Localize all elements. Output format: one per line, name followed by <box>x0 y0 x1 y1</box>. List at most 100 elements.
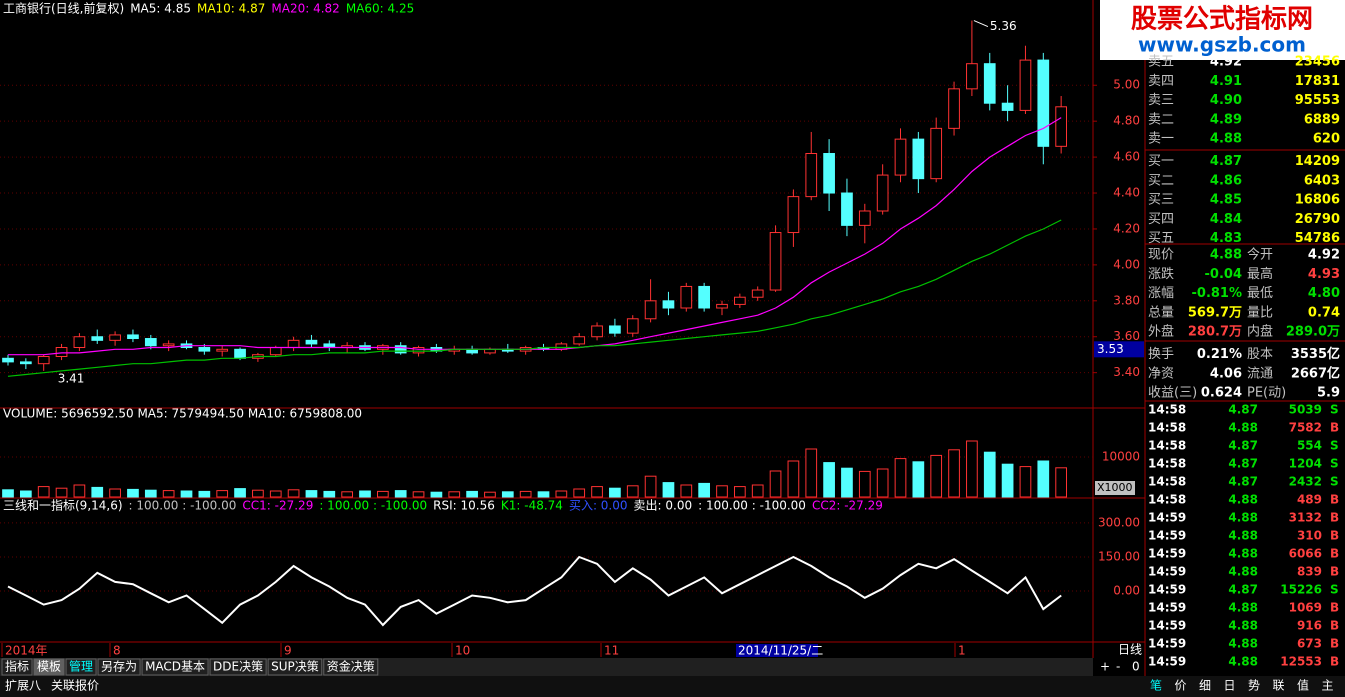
candle-body <box>751 289 764 298</box>
volume-bar <box>644 475 657 498</box>
quote-value: 280.7万 <box>1188 325 1242 340</box>
book-price: 4.88 <box>1210 132 1242 147</box>
volume-bar <box>751 484 764 498</box>
volume-bar <box>805 448 818 498</box>
chart-title: 工商银行(日线,前复权) <box>3 1 124 16</box>
cursor-box <box>1094 341 1144 358</box>
quote-label: 现价 <box>1148 248 1174 263</box>
tab-frame[interactable] <box>1 658 33 676</box>
ma-legend: MA20: 4.82 <box>271 2 339 16</box>
quote-label: 总量 <box>1148 305 1174 320</box>
trade-price: 4.87 <box>1228 439 1258 453</box>
panel-tab[interactable]: 细 <box>1199 679 1211 693</box>
tab-frame[interactable] <box>33 658 65 676</box>
candle-body <box>698 285 711 309</box>
trade-flag: B <box>1330 601 1339 615</box>
trade-flag: S <box>1330 475 1339 489</box>
tab[interactable]: 模板 <box>37 660 61 674</box>
tab-frame[interactable] <box>209 658 267 676</box>
volume-bar <box>733 486 746 498</box>
quote-value: 4.80 <box>1308 286 1340 301</box>
volume-bar <box>1019 466 1032 498</box>
book-price: 4.86 <box>1210 173 1242 188</box>
trade-volume: 12553 <box>1280 655 1322 669</box>
quote-value: 4.88 <box>1210 248 1242 263</box>
panel-tab[interactable]: 联 <box>1273 679 1285 693</box>
y-tick-label: 4.60 <box>1113 150 1140 164</box>
trade-volume: 15226 <box>1280 583 1322 597</box>
x-label: 9 <box>284 644 292 658</box>
quote-label: 最低 <box>1247 286 1273 301</box>
tab-frame[interactable] <box>97 658 141 676</box>
panel-tab[interactable]: 主 <box>1322 679 1334 693</box>
panel-tab[interactable]: 价 <box>1175 679 1187 693</box>
candle-body <box>1001 102 1014 111</box>
quote-value: 569.7万 <box>1188 305 1242 320</box>
volume-bar <box>876 468 889 498</box>
tab[interactable]: 另存为 <box>101 660 137 674</box>
unit-label: X1000 <box>1097 481 1133 494</box>
candle-body <box>19 361 32 365</box>
zoom-control[interactable]: - <box>1116 660 1120 674</box>
candle-body <box>787 196 800 234</box>
candle-body <box>1055 106 1068 147</box>
trade-price: 4.88 <box>1228 511 1258 525</box>
trade-volume: 6066 <box>1289 547 1322 561</box>
trade-flag: B <box>1330 511 1339 525</box>
zoom-control[interactable]: 0 <box>1132 660 1140 674</box>
book-label: 卖一 <box>1148 132 1174 147</box>
quote-label: PE(动) <box>1247 386 1286 401</box>
tab[interactable]: 指标 <box>5 659 29 674</box>
y-tick-label: 0.00 <box>1113 583 1140 597</box>
panel-tab[interactable]: 值 <box>1297 678 1309 693</box>
trade-price: 4.88 <box>1228 529 1258 543</box>
panel-tab[interactable]: 笔 <box>1150 678 1162 693</box>
trade-volume: 1069 <box>1289 601 1322 615</box>
candle-body <box>644 300 657 320</box>
tab-frame[interactable] <box>323 658 379 676</box>
zoom-control[interactable]: + <box>1100 660 1110 674</box>
volume-bar <box>912 461 925 498</box>
tab-frame[interactable] <box>267 658 323 676</box>
trade-flag: B <box>1330 421 1339 435</box>
candle-body <box>841 192 853 226</box>
trade-time: 14:58 <box>1148 475 1186 489</box>
tab-frame[interactable] <box>141 658 209 676</box>
volume-bar <box>894 458 907 498</box>
book-label: 买四 <box>1148 212 1174 227</box>
quote-label: 股本 <box>1247 347 1273 362</box>
volume-bar <box>91 486 104 498</box>
candle-body <box>198 347 211 352</box>
candle-body <box>412 347 425 354</box>
panel-tab[interactable]: 日 <box>1224 679 1236 693</box>
tab-bar <box>0 676 1345 697</box>
trade-flag: B <box>1330 493 1339 507</box>
tab-frame[interactable] <box>65 658 97 676</box>
volume-bar <box>359 490 371 498</box>
volume-bar <box>966 440 978 498</box>
volume-bar <box>841 467 853 498</box>
y-tick-label: 150.00 <box>1098 549 1140 563</box>
volume-bar <box>394 490 407 498</box>
volume-bar <box>823 462 835 498</box>
trade-price: 4.88 <box>1228 601 1258 615</box>
tab[interactable]: SUP决策 <box>271 660 319 674</box>
tab[interactable]: 资金决策 <box>327 659 375 674</box>
tab[interactable]: DDE决策 <box>213 660 263 674</box>
tab[interactable]: 关联报价 <box>51 678 99 693</box>
quote-label: 净资 <box>1148 366 1174 381</box>
logo-bg <box>1100 0 1345 60</box>
panel-tab[interactable]: 势 <box>1248 679 1260 693</box>
tab[interactable]: 管理 <box>69 659 93 674</box>
trade-flag: B <box>1330 529 1339 543</box>
trade-volume: 839 <box>1297 565 1322 579</box>
tab[interactable]: 扩展八 <box>5 679 41 693</box>
tab[interactable]: MACD基本 <box>145 660 205 674</box>
volume-bar <box>501 491 514 498</box>
trade-time: 14:59 <box>1148 583 1186 597</box>
volume-bar <box>127 488 139 498</box>
book-label: 买五 <box>1148 231 1174 246</box>
quote-value: 2667亿 <box>1291 365 1340 381</box>
book-volume: 23456 <box>1295 55 1340 70</box>
